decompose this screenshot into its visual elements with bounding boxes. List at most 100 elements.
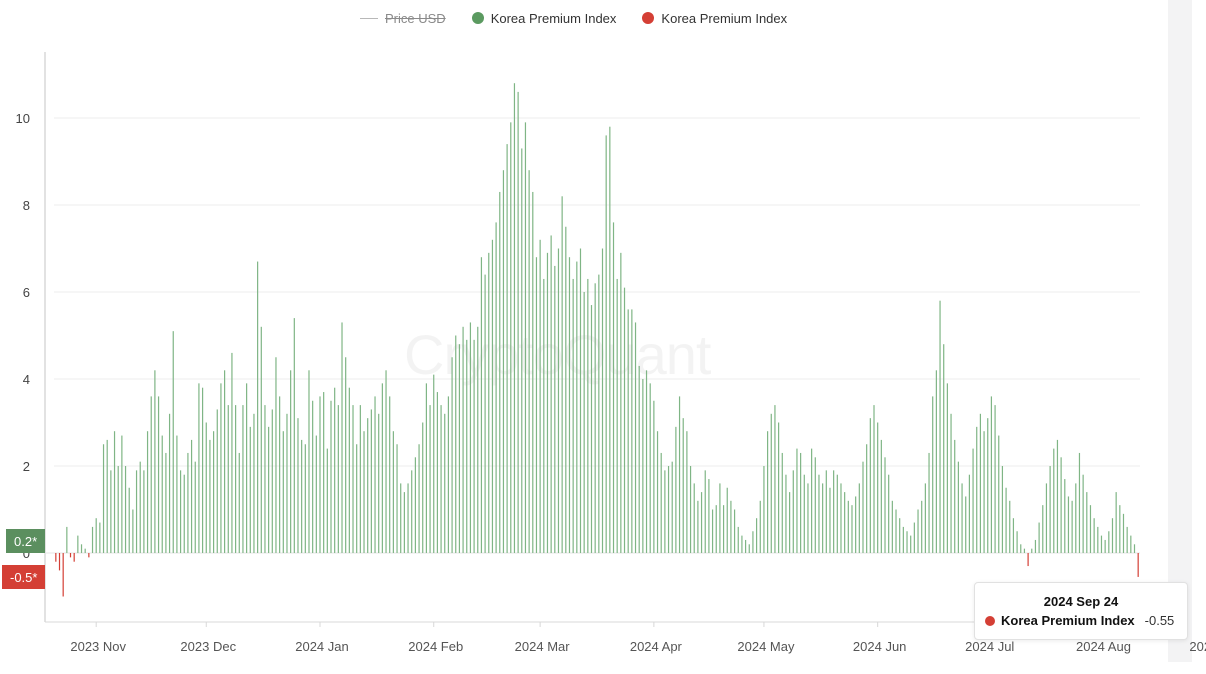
bar[interactable] [579,248,582,554]
bar[interactable] [939,300,941,553]
bar[interactable] [1045,483,1048,553]
bar[interactable] [899,518,901,553]
bar[interactable] [414,457,416,553]
bar[interactable] [744,539,747,553]
bar[interactable] [572,278,574,553]
bar[interactable] [954,439,956,553]
bar[interactable] [932,396,934,553]
bar[interactable] [1100,535,1103,553]
bar[interactable] [260,326,262,553]
bar[interactable] [693,483,695,553]
bar[interactable] [212,431,215,553]
bar[interactable] [1042,505,1044,553]
bar[interactable] [737,526,739,553]
bar[interactable] [190,439,193,553]
bar[interactable] [495,222,497,553]
bar[interactable] [337,405,339,553]
bar[interactable] [246,383,248,553]
bar[interactable] [205,422,207,554]
bar[interactable] [862,461,864,553]
bar[interactable] [510,122,512,553]
bar[interactable] [220,383,222,553]
bar[interactable] [678,396,681,553]
bar[interactable] [88,553,90,558]
bar[interactable] [789,492,791,553]
bar[interactable] [235,405,237,553]
bar[interactable] [506,144,508,553]
bar[interactable] [315,435,317,553]
bar[interactable] [546,252,549,553]
bar[interactable] [543,278,545,553]
bar[interactable] [308,370,310,553]
bar[interactable] [1130,535,1132,553]
bar[interactable] [884,457,886,553]
bar[interactable] [994,405,996,553]
bar[interactable] [1064,479,1066,553]
bar[interactable] [161,435,163,553]
bar[interactable] [660,452,662,553]
bar[interactable] [480,257,483,553]
bar[interactable] [491,239,494,554]
bar[interactable] [961,483,963,553]
bar[interactable] [348,387,350,553]
bar[interactable] [700,492,703,553]
bar[interactable] [869,418,871,553]
bar[interactable] [866,444,868,553]
bar[interactable] [378,413,380,553]
bar[interactable] [132,509,134,554]
bar[interactable] [513,83,516,553]
bar[interactable] [286,413,288,553]
bar[interactable] [844,492,846,553]
bar[interactable] [943,344,945,553]
bar[interactable] [778,422,780,554]
bar[interactable] [352,405,354,553]
bar[interactable] [568,257,571,553]
bar[interactable] [422,422,424,554]
bar[interactable] [124,466,127,553]
bar[interactable] [488,252,490,553]
bar[interactable] [297,418,299,553]
bar[interactable] [686,431,688,553]
bar[interactable] [895,509,897,554]
bar[interactable] [268,426,270,553]
bar[interactable] [381,383,383,553]
bar[interactable] [1060,457,1062,553]
bar[interactable] [598,274,600,553]
bar[interactable] [121,435,123,553]
bar[interactable] [968,474,970,553]
bar[interactable] [146,431,149,553]
bar[interactable] [429,405,431,553]
bar[interactable] [946,383,948,553]
bar[interactable] [913,522,915,553]
bar[interactable] [502,170,505,553]
bar[interactable] [976,426,978,553]
bar[interactable] [69,553,72,558]
bar[interactable] [645,370,648,553]
bar[interactable] [407,483,409,553]
bar[interactable] [774,405,776,553]
bar[interactable] [356,444,358,553]
bar[interactable] [902,526,904,553]
bar[interactable] [649,383,651,553]
bar[interactable] [1126,526,1128,553]
bar[interactable] [1093,518,1095,553]
bar[interactable] [99,522,101,553]
bar[interactable] [528,170,530,553]
bar[interactable] [642,379,644,553]
bar[interactable] [128,487,130,553]
bar[interactable] [367,418,369,553]
bar[interactable] [1038,522,1040,553]
bar[interactable] [1119,505,1121,553]
bar[interactable] [73,553,75,562]
bar[interactable] [293,318,295,553]
bar[interactable] [917,509,919,554]
bar[interactable] [1071,500,1073,553]
bar[interactable] [924,483,926,553]
bar[interactable] [55,553,57,562]
bar[interactable] [517,91,519,554]
bar[interactable] [135,470,138,553]
bar[interactable] [1001,466,1004,553]
bar[interactable] [532,191,534,553]
bar[interactable] [770,413,772,553]
bar[interactable] [370,409,372,553]
